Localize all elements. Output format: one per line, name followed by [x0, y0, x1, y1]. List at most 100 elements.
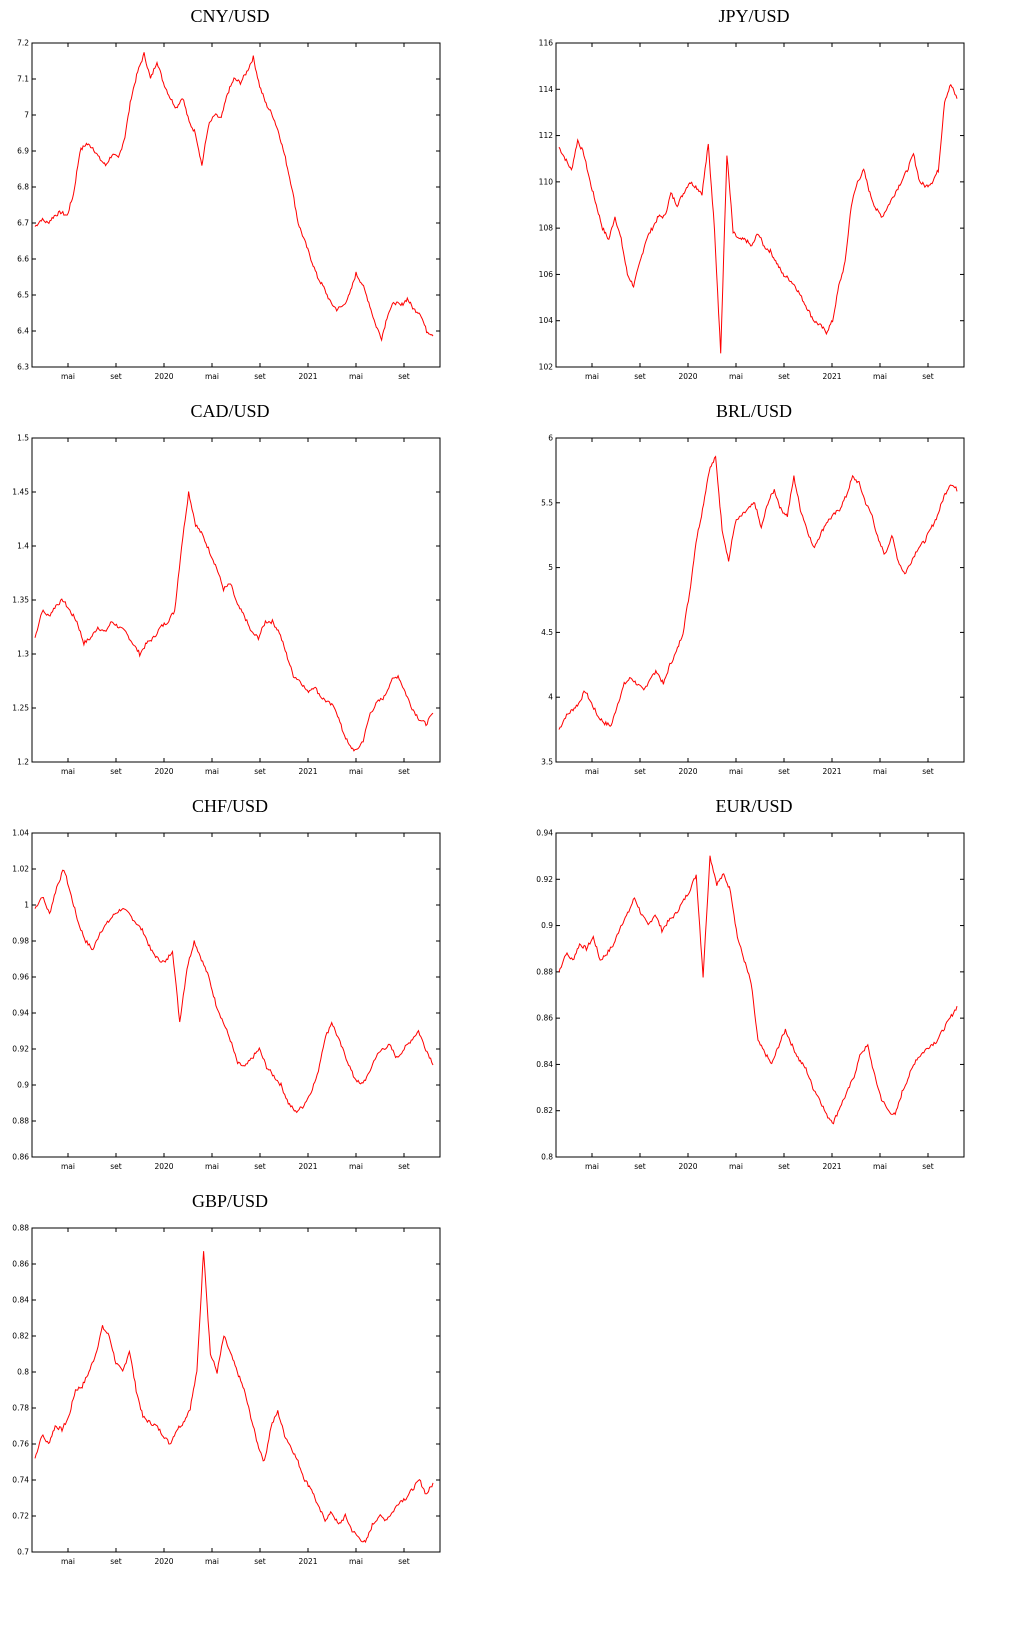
- line-chart-cny: 6.3 6.4 6.5 6.6 6.7 6.8 6.9 7 7.1 7.2 mai set 2020 ma…: [17, 39, 441, 381]
- chart-title: CHF/USD: [191, 796, 269, 816]
- y-tick-label: 0.86: [12, 1260, 29, 1269]
- y-tick-label: 0.8: [541, 1153, 553, 1162]
- y-tick-label: 1.5: [17, 434, 29, 443]
- x-tick-label: mai: [729, 767, 743, 776]
- y-tick-label: 0.88: [12, 1224, 29, 1233]
- x-tick-label: 2021: [822, 372, 841, 381]
- y-tick-label: 4.5: [541, 628, 553, 637]
- x-tick-label: mai: [349, 767, 363, 776]
- y-tick-label: 7: [24, 111, 29, 120]
- plot-frame: [555, 832, 965, 1158]
- x-tick-label: mai: [585, 767, 599, 776]
- plot-frame: [555, 42, 965, 368]
- y-tick-label: 0.78: [12, 1404, 29, 1413]
- x-tick-label: 2020: [154, 767, 173, 776]
- y-tick-label: 6.5: [17, 291, 29, 300]
- x-tick-label: mai: [61, 1162, 75, 1171]
- y-tick-label: 108: [539, 224, 554, 233]
- x-tick-label: 2020: [678, 372, 697, 381]
- x-tick-label: 2021: [298, 372, 317, 381]
- x-tick-label: mai: [61, 767, 75, 776]
- x-tick-label: set: [254, 1557, 266, 1566]
- x-tick-label: mai: [873, 372, 887, 381]
- x-tick-label: 2021: [298, 767, 317, 776]
- series-line: [34, 869, 434, 1114]
- chart-title: JPY/USD: [718, 6, 790, 26]
- y-tick-label: 0.84: [12, 1296, 29, 1305]
- series-line: [558, 455, 958, 730]
- y-tick-label: 6: [548, 434, 553, 443]
- chart-title: CAD/USD: [190, 401, 270, 421]
- y-tick-label: 5.5: [541, 498, 553, 507]
- x-tick-label: set: [398, 767, 410, 776]
- x-tick-label: set: [922, 1162, 934, 1171]
- x-tick-label: set: [634, 1162, 646, 1171]
- chart-panel-brl: BRL/USD 3.5 4 4.5 5 5.5 6 mai set 2020 mai set 2021…: [524, 395, 984, 785]
- y-tick-label: 6.8: [17, 183, 29, 192]
- line-chart-eur: 0.8 0.82 0.84 0.86 0.88 0.9 0.92 0.94 mai set 2020…: [536, 829, 965, 1171]
- x-tick-label: 2020: [678, 1162, 697, 1171]
- x-tick-label: set: [110, 1557, 122, 1566]
- y-tick-label: 112: [539, 131, 554, 140]
- x-tick-label: mai: [349, 1557, 363, 1566]
- plot-frame: [31, 832, 441, 1158]
- x-tick-label: 2020: [154, 372, 173, 381]
- x-tick-label: set: [398, 1557, 410, 1566]
- line-chart-gbp: 0.7 0.72 0.74 0.76 0.78 0.8 0.82 0.84 0.86 0.88 ma…: [12, 1224, 441, 1566]
- x-tick-label: mai: [205, 1162, 219, 1171]
- y-tick-label: 0.94: [536, 829, 553, 838]
- x-tick-label: 2020: [678, 767, 697, 776]
- y-tick-label: 6.9: [17, 147, 29, 156]
- y-tick-label: 0.88: [536, 967, 553, 976]
- x-tick-label: set: [778, 767, 790, 776]
- x-tick-label: set: [634, 767, 646, 776]
- series-line: [34, 491, 434, 752]
- series-line: [558, 855, 958, 1125]
- x-tick-label: set: [254, 767, 266, 776]
- x-tick-label: set: [778, 1162, 790, 1171]
- x-tick-label: mai: [205, 767, 219, 776]
- y-tick-label: 0.82: [536, 1106, 553, 1115]
- x-tick-label: mai: [61, 1557, 75, 1566]
- chart-title: BRL/USD: [715, 401, 793, 421]
- chart-panel-cad: CAD/USD 1.2 1.25 1.3 1.35 1.4 1.45 1.5 mai set 20…: [0, 395, 460, 785]
- y-tick-label: 3.5: [541, 758, 553, 767]
- y-tick-label: 0.86: [536, 1014, 553, 1023]
- x-tick-label: mai: [873, 767, 887, 776]
- y-tick-label: 0.8: [17, 1368, 29, 1377]
- y-tick-label: 110: [539, 177, 554, 186]
- y-tick-label: 0.7: [17, 1548, 29, 1557]
- y-tick-label: 1.35: [12, 596, 29, 605]
- y-tick-label: 6.4: [17, 327, 29, 336]
- x-tick-label: set: [634, 372, 646, 381]
- y-tick-label: 1.04: [12, 829, 29, 838]
- y-tick-label: 0.82: [12, 1332, 29, 1341]
- x-tick-label: set: [778, 372, 790, 381]
- x-tick-label: set: [398, 1162, 410, 1171]
- y-tick-label: 7.1: [17, 75, 29, 84]
- series-line: [34, 1251, 434, 1544]
- x-tick-label: mai: [205, 1557, 219, 1566]
- y-tick-label: 0.88: [12, 1117, 29, 1126]
- chart-panel-eur: EUR/USD 0.8 0.82 0.84 0.86 0.88 0.9 0.92 0.94 ma…: [524, 790, 984, 1180]
- plot-frame: [31, 42, 441, 368]
- y-tick-label: 0.86: [12, 1153, 29, 1162]
- x-tick-label: set: [254, 372, 266, 381]
- plot-frame: [31, 1227, 441, 1553]
- y-tick-label: 0.92: [12, 1045, 29, 1054]
- x-tick-label: mai: [729, 372, 743, 381]
- y-tick-label: 0.9: [17, 1081, 29, 1090]
- y-tick-label: 1: [24, 901, 29, 910]
- y-tick-label: 1.45: [12, 488, 29, 497]
- y-tick-label: 102: [539, 363, 554, 372]
- y-tick-label: 0.72: [12, 1512, 29, 1521]
- y-tick-label: 0.9: [541, 921, 553, 930]
- y-tick-label: 114: [539, 85, 554, 94]
- x-tick-label: set: [110, 1162, 122, 1171]
- x-tick-label: 2020: [154, 1162, 173, 1171]
- chart-panel-jpy: JPY/USD 102 104 106 108 110 112 114 116 mai set 20…: [524, 0, 984, 390]
- y-tick-label: 0.92: [536, 875, 553, 884]
- x-tick-label: mai: [873, 1162, 887, 1171]
- chart-title: GBP/USD: [191, 1191, 269, 1211]
- chart-panel-chf: CHF/USD 0.86 0.88 0.9 0.92 0.94 0.96 0.98 1 1.02…: [0, 790, 460, 1180]
